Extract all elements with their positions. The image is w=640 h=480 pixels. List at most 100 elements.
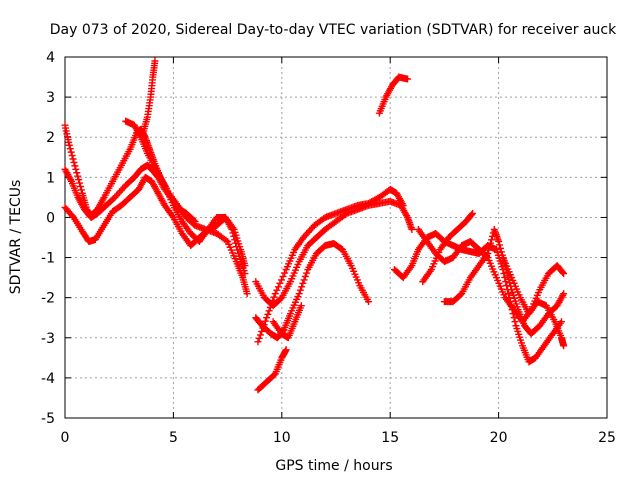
data-point	[486, 243, 494, 251]
data-point	[270, 293, 278, 301]
data-point	[559, 268, 567, 276]
data-point	[295, 290, 303, 298]
data-point	[190, 216, 198, 224]
y-tick-label: -2	[41, 291, 55, 307]
data-point	[505, 290, 513, 298]
data-point	[484, 250, 492, 258]
series-arc-9	[254, 346, 290, 394]
series-arc-16	[499, 254, 568, 350]
data-point	[75, 176, 83, 184]
data-point	[76, 183, 84, 191]
series-arc-2	[61, 161, 199, 225]
data-point	[222, 236, 230, 244]
x-tick-label: 15	[381, 430, 399, 446]
data-point	[282, 346, 290, 354]
data-point	[266, 303, 274, 311]
series-arc-7	[252, 240, 373, 342]
data-point	[65, 141, 73, 149]
data-point	[365, 298, 373, 306]
data-point	[254, 338, 262, 346]
data-point	[71, 162, 79, 170]
plot-frame	[64, 56, 608, 419]
data-point	[259, 324, 267, 332]
data-point	[191, 217, 199, 225]
data-point	[256, 331, 264, 339]
data-point	[263, 314, 271, 322]
series-arc-10	[269, 302, 305, 342]
data-point	[496, 241, 504, 249]
data-point	[404, 75, 412, 83]
x-axis: 0 5 10 15 20 25	[61, 57, 616, 446]
data-point	[296, 286, 304, 294]
series-arc-13	[414, 225, 568, 326]
data-point	[255, 334, 263, 342]
data-point	[241, 262, 249, 270]
series-arc-4	[122, 117, 249, 270]
x-tick-label: 10	[273, 430, 291, 446]
data-point	[303, 269, 311, 277]
y-tick-label: 4	[46, 50, 55, 66]
data-point	[298, 283, 306, 291]
x-tick-label: 20	[490, 430, 508, 446]
data-point	[500, 270, 508, 278]
data-point	[487, 239, 495, 247]
y-tick-label: 3	[46, 90, 55, 106]
x-tick-label: 0	[61, 430, 70, 446]
data-point	[297, 302, 305, 310]
data-point	[300, 276, 308, 284]
series-arc-15	[440, 225, 568, 338]
data-point	[243, 290, 251, 298]
series-arc-1	[61, 121, 251, 298]
data-point	[274, 283, 282, 291]
y-tick-label: 1	[46, 170, 55, 186]
data-point	[261, 317, 269, 325]
data-point	[487, 236, 495, 244]
data-point	[560, 290, 568, 298]
chart-title: Day 073 of 2020, Sidereal Day-to-day VTE…	[50, 22, 617, 38]
data-point	[67, 148, 75, 156]
y-tick-label: -3	[41, 331, 55, 347]
series-arc-5	[139, 57, 159, 137]
grid-lines	[65, 57, 607, 418]
data-point	[241, 270, 249, 278]
data-point	[560, 270, 568, 278]
data-point	[276, 279, 284, 287]
data-point	[469, 209, 477, 217]
data-point	[69, 155, 77, 163]
data-point	[496, 244, 504, 252]
data-point	[268, 300, 276, 308]
data-point	[408, 225, 416, 233]
data-point	[273, 286, 281, 294]
data-point	[299, 279, 307, 287]
data-series	[61, 57, 568, 394]
y-axis: -5 -4 -3 -2 -1 0 1 2 3 4	[41, 50, 607, 427]
x-tick-label: 5	[169, 430, 178, 446]
data-point	[485, 246, 493, 254]
data-point	[468, 211, 476, 219]
data-point	[72, 165, 80, 173]
data-point	[281, 269, 289, 277]
data-point	[399, 201, 407, 209]
data-point	[277, 276, 285, 284]
series-arc-3	[61, 173, 249, 278]
data-point	[271, 290, 279, 298]
data-point	[495, 238, 503, 246]
series-arc-8	[254, 185, 407, 346]
data-point	[269, 297, 277, 305]
data-point	[301, 272, 309, 280]
data-point	[151, 57, 159, 65]
data-point	[68, 152, 76, 160]
data-point	[497, 248, 505, 256]
data-point	[265, 307, 273, 315]
data-point	[560, 342, 568, 350]
x-axis-label: GPS time / hours	[275, 458, 392, 474]
series-arc-14	[419, 209, 477, 286]
data-point	[557, 318, 565, 326]
series-arc-11	[375, 73, 412, 117]
data-point	[279, 272, 287, 280]
y-tick-label: -5	[41, 411, 55, 427]
data-point	[264, 310, 272, 318]
y-tick-label: -4	[41, 371, 55, 387]
y-tick-label: 0	[46, 210, 55, 226]
